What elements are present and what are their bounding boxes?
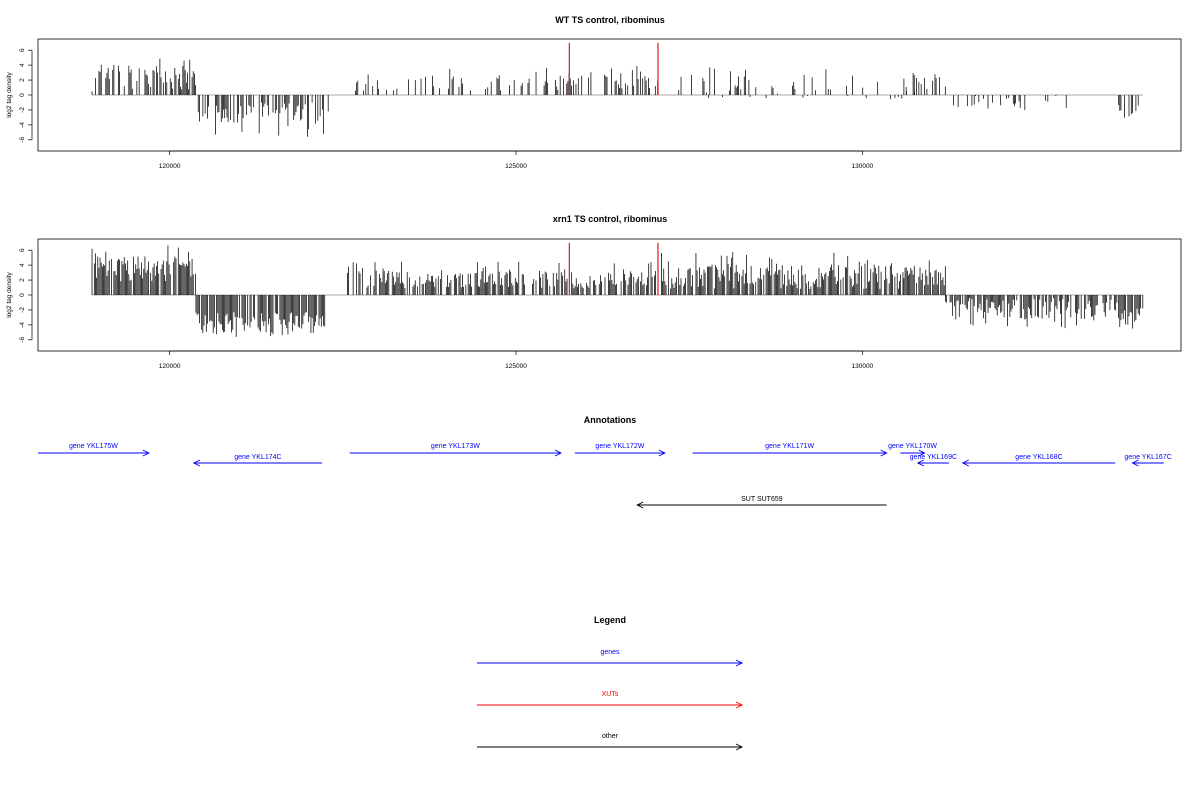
annotation-label: SUT SUT659 bbox=[741, 496, 783, 503]
annotation-label: gene YKL170W bbox=[888, 443, 937, 450]
annotation-feature: gene YKL169C bbox=[910, 454, 957, 467]
xrn1-x-tick-label: 130000 bbox=[851, 363, 873, 370]
annotation-arrow-head bbox=[142, 449, 150, 457]
annotation-feature: gene YKL175W bbox=[38, 443, 150, 457]
annotation-label: gene YKL172W bbox=[595, 443, 644, 450]
wt-y-tick-label: 4 bbox=[19, 63, 26, 67]
annotation-feature: gene YKL167C bbox=[1124, 454, 1172, 467]
wt-track-title: WT TS control, ribominus bbox=[555, 15, 665, 25]
xrn1-y-tick-label: 2 bbox=[19, 278, 26, 282]
xrn1-y-tick-label: -4 bbox=[19, 322, 26, 328]
annotation-label: gene YKL173W bbox=[431, 443, 480, 450]
wt-x-axis: 120000 125000 130000 bbox=[159, 150, 874, 170]
legend-item: genes bbox=[477, 649, 744, 667]
legend-label: XUTs bbox=[602, 691, 619, 698]
legend-arrow-head bbox=[735, 743, 744, 751]
xrn1-y-tick-label: -2 bbox=[19, 307, 26, 313]
legend-arrow-head bbox=[735, 701, 744, 709]
annotation-feature: gene YKL171W bbox=[692, 443, 888, 457]
annotation-arrow-head bbox=[554, 449, 563, 457]
annotation-arrow-head bbox=[916, 459, 924, 467]
wt-y-tick-label: -6 bbox=[19, 137, 26, 143]
annotation-arrow-head bbox=[636, 501, 644, 509]
wt-y-axis-label: log2 tag density bbox=[6, 71, 13, 117]
wt-y-tick-label: 2 bbox=[19, 78, 26, 82]
xrn1-x-axis: 120000 125000 130000 bbox=[159, 350, 874, 370]
annotation-feature: SUT SUT659 bbox=[636, 496, 887, 509]
legend-title: Legend bbox=[594, 615, 626, 625]
wt-y-tick-label: 0 bbox=[19, 93, 26, 97]
annotation-arrow-head bbox=[658, 449, 666, 457]
annotation-arrow-head bbox=[192, 459, 201, 467]
xrn1-track-title: xrn1 TS control, ribominus bbox=[553, 214, 668, 224]
annotation-label: gene YKL171W bbox=[765, 443, 814, 450]
xrn1-y-axis: -6 -4 -2 0 2 4 6 bbox=[19, 248, 33, 343]
wt-bars bbox=[91, 58, 1143, 137]
xrn1-x-tick-label: 125000 bbox=[505, 363, 527, 370]
annotation-arrow-head bbox=[918, 449, 926, 457]
xrn1-y-tick-label: 4 bbox=[19, 263, 26, 267]
legend: genes XUTs other bbox=[477, 649, 744, 751]
annotation-label: gene YKL169C bbox=[910, 454, 957, 461]
annotation-arrow-head bbox=[1131, 459, 1139, 467]
annotations-title: Annotations bbox=[584, 415, 637, 425]
xrn1-y-tick-label: 6 bbox=[19, 248, 26, 252]
xrn1-y-tick-label: -6 bbox=[19, 337, 26, 343]
xrn1-bars bbox=[91, 245, 1144, 337]
legend-label: other bbox=[602, 733, 619, 740]
wt-highlight-bars bbox=[568, 42, 659, 95]
annotation-label: gene YKL167C bbox=[1124, 454, 1171, 461]
annotation-feature: gene YKL172W bbox=[574, 443, 666, 457]
wt-x-tick-label: 130000 bbox=[851, 163, 873, 170]
annotation-label: gene YKL175W bbox=[69, 443, 118, 450]
xrn1-highlight-bars bbox=[568, 242, 659, 295]
annotation-label: gene YKL168C bbox=[1015, 454, 1062, 461]
wt-y-tick-label: -2 bbox=[19, 107, 26, 113]
annotation-arrow-head bbox=[880, 449, 888, 457]
xrn1-track-panel: xrn1 TS control, ribominus log2 tag dens… bbox=[6, 214, 1182, 370]
annotation-label: gene YKL174C bbox=[234, 454, 281, 461]
wt-y-tick-label: -4 bbox=[19, 122, 26, 128]
annotation-feature: gene YKL174C bbox=[192, 454, 323, 467]
xrn1-y-tick-label: 0 bbox=[19, 293, 26, 297]
legend-item: other bbox=[477, 733, 744, 751]
annotation-arrow-head bbox=[961, 459, 969, 467]
wt-x-tick-label: 120000 bbox=[159, 163, 181, 170]
wt-x-tick-label: 125000 bbox=[505, 163, 527, 170]
wt-track-panel: WT TS control, ribominus log2 tag densit… bbox=[6, 15, 1182, 170]
annotation-feature: gene YKL168C bbox=[961, 454, 1116, 467]
annotation-features: gene YKL175W gene YKL174C gene YKL173W gene… bbox=[38, 443, 1172, 509]
legend-arrow-head bbox=[735, 659, 744, 667]
wt-y-tick-label: 6 bbox=[19, 48, 26, 52]
legend-label: genes bbox=[600, 649, 620, 656]
xrn1-x-tick-label: 120000 bbox=[159, 363, 181, 370]
wt-y-axis: -6 -4 -2 0 2 4 6 bbox=[19, 48, 33, 143]
xrn1-y-axis-label: log2 tag density bbox=[6, 271, 13, 317]
legend-item: XUTs bbox=[477, 691, 744, 709]
annotation-feature: gene YKL173W bbox=[349, 443, 563, 457]
annotation-feature: gene YKL170W bbox=[888, 443, 937, 457]
